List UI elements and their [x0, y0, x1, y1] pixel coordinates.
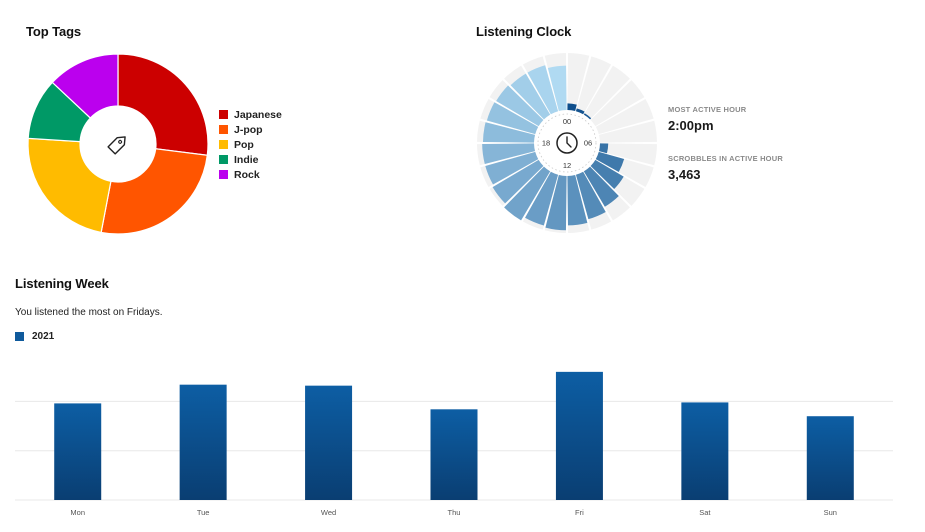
x-tick-label: Sun [824, 508, 837, 517]
legend-item-indie[interactable]: Indie [219, 152, 282, 167]
bar-wed[interactable] [305, 385, 353, 500]
listening-week-subtitle: You listened the most on Fridays. [15, 307, 163, 318]
x-tick-label: Tue [197, 508, 210, 517]
clock-bar-hour-22[interactable] [527, 65, 559, 115]
clock-bar-hour-6[interactable] [598, 143, 609, 154]
bar-mon[interactable] [54, 403, 102, 500]
legend-swatch [219, 155, 228, 164]
clock-tick-ring [537, 113, 597, 173]
clock-bar-hour-7[interactable] [595, 151, 625, 173]
legend-label: Japanese [234, 108, 282, 121]
clock-bar-hour-1[interactable] [575, 108, 585, 115]
clock-bar-hour-20[interactable] [496, 85, 544, 127]
donut-slice-rock[interactable] [51, 53, 119, 119]
bar-fri[interactable] [555, 371, 603, 500]
bar-tue[interactable] [179, 384, 227, 500]
listening-clock-title: Listening Clock [476, 24, 572, 39]
clock-bar-hour-11[interactable] [567, 174, 588, 226]
legend-swatch [219, 110, 228, 119]
clock-hour-label: 12 [563, 161, 571, 170]
scrobbles-active-hour-label: SCROBBLES IN ACTIVE HOUR [668, 154, 783, 163]
clock-bar-hour-19[interactable] [486, 102, 539, 135]
top-tags-donut-chart [27, 53, 209, 235]
clock-bar-hour-14[interactable] [504, 166, 551, 221]
legend-swatch-2021 [15, 332, 24, 341]
clock-bar-hour-16[interactable] [485, 151, 539, 185]
clock-bar-hour-23[interactable] [547, 65, 567, 112]
most-active-hour-label: MOST ACTIVE HOUR [668, 105, 747, 114]
clock-bg-sector [583, 65, 630, 120]
clock-bg-sector [567, 53, 590, 112]
listening-week-bar-chart: Mon Tue Wed Thu Fri Sat Sun [15, 371, 893, 517]
clock-bar-hour-15[interactable] [492, 159, 544, 204]
clock-hour-label: 06 [584, 139, 592, 148]
legend-swatch [219, 140, 228, 149]
clock-bg-sector [598, 120, 657, 143]
x-tick-label: Sat [699, 508, 711, 517]
listening-week-legend: 2021 [15, 331, 54, 342]
x-tick-label: Wed [321, 508, 336, 517]
clock-bg-sector [590, 80, 645, 127]
legend-swatch [219, 170, 228, 179]
clock-hour-label: 18 [542, 139, 550, 148]
legend-label: J-pop [234, 123, 263, 136]
legend-label: Indie [234, 153, 259, 166]
clock-icon [556, 132, 578, 154]
clock-bg-sector [575, 56, 612, 115]
clock-bar-hour-13[interactable] [525, 171, 559, 226]
x-tick-label: Thu [448, 508, 461, 517]
clock-bar-hour-10[interactable] [575, 171, 606, 220]
top-tags-legend: Japanese J-pop Pop Indie Rock [219, 107, 282, 182]
bar-sun[interactable] [806, 416, 854, 500]
donut-slice-japanese[interactable] [117, 53, 209, 156]
clock-bar-hour-8[interactable] [590, 159, 624, 190]
x-tick-label: Fri [575, 508, 584, 517]
clock-bar-hour-9[interactable] [583, 166, 619, 207]
legend-item-pop[interactable]: Pop [219, 137, 282, 152]
clock-bar-hour-12[interactable] [545, 174, 567, 231]
bar-sat[interactable] [681, 402, 729, 500]
tag-icon [107, 136, 126, 155]
legend-label-2021: 2021 [32, 331, 55, 342]
most-active-hour-value: 2:00pm [668, 118, 714, 133]
clock-hour-label: 00 [563, 117, 571, 126]
clock-bar-hour-2[interactable] [583, 113, 592, 120]
legend-item-rock[interactable]: Rock [219, 167, 282, 182]
legend-swatch [219, 125, 228, 134]
listening-clock-chart: 00 06 12 18 [477, 53, 657, 233]
legend-label: Rock [234, 168, 260, 181]
listening-week-title: Listening Week [15, 276, 109, 291]
x-tick-label: Mon [70, 508, 85, 517]
scrobbles-active-hour-value: 3,463 [668, 167, 701, 182]
clock-bar-hour-18[interactable] [482, 122, 536, 143]
donut-slice-pop[interactable] [27, 137, 112, 234]
donut-slice-j-pop[interactable] [100, 148, 208, 235]
clock-bg-sector [595, 98, 654, 135]
clock-bar-hour-0[interactable] [567, 103, 577, 112]
legend-item-japanese[interactable]: Japanese [219, 107, 282, 122]
bar-thu[interactable] [430, 409, 478, 500]
top-tags-title: Top Tags [26, 24, 82, 39]
clock-bar-hour-17[interactable] [482, 143, 536, 164]
clock-bg-sector [598, 143, 657, 166]
legend-item-j-pop[interactable]: J-pop [219, 122, 282, 137]
legend-label: Pop [234, 138, 254, 151]
clock-bar-hour-21[interactable] [510, 73, 551, 120]
